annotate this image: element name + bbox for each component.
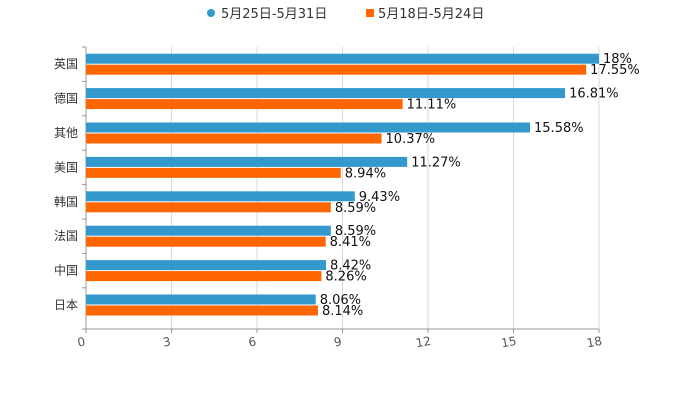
bar-series-1-1[interactable] bbox=[86, 88, 566, 99]
data-label-series-1: 8.42% bbox=[330, 259, 371, 274]
data-label-series-2: 8.94% bbox=[345, 166, 386, 181]
bar-series-2-7[interactable] bbox=[86, 305, 318, 316]
x-tick-label: 18 bbox=[586, 334, 603, 350]
bar-series-2-5[interactable] bbox=[86, 236, 326, 247]
y-category-label: 英国 bbox=[54, 57, 78, 71]
legend-label-series-2[interactable]: 5月18日-5月24日 bbox=[378, 7, 484, 22]
data-label-series-1: 11.27% bbox=[411, 155, 461, 170]
bar-series-2-4[interactable] bbox=[86, 202, 331, 213]
data-label-series-2: 8.59% bbox=[335, 201, 376, 216]
bar-series-1-6[interactable] bbox=[86, 260, 326, 271]
data-label-series-2: 10.37% bbox=[386, 132, 436, 147]
legend-marker-series-2 bbox=[366, 9, 374, 17]
x-tick-label: 15 bbox=[500, 334, 517, 350]
bar-series-2-6[interactable] bbox=[86, 271, 322, 282]
y-category-label: 德国 bbox=[54, 91, 78, 106]
legend: 5月25日-5月31日 5月18日-5月24日 bbox=[207, 7, 484, 22]
data-label-series-1: 8.06% bbox=[320, 293, 361, 308]
bar-series-1-7[interactable] bbox=[86, 294, 316, 305]
bar-series-1-3[interactable] bbox=[86, 156, 408, 167]
y-category-label: 其他 bbox=[54, 126, 78, 140]
x-tick-label: 9 bbox=[333, 335, 343, 350]
bars bbox=[86, 53, 599, 316]
bar-series-2-1[interactable] bbox=[86, 99, 403, 110]
y-category-label: 韩国 bbox=[54, 194, 78, 209]
legend-marker-series-1 bbox=[207, 9, 215, 17]
bar-series-1-4[interactable] bbox=[86, 191, 355, 202]
x-tick-label: 3 bbox=[162, 335, 172, 350]
data-label-series-2: 8.14% bbox=[322, 304, 363, 319]
data-label-series-2: 17.55% bbox=[590, 63, 640, 78]
y-category-label: 中国 bbox=[54, 263, 78, 278]
x-tick-label: 12 bbox=[415, 334, 432, 350]
data-label-series-1: 16.81% bbox=[569, 87, 619, 102]
data-label-series-1: 8.59% bbox=[335, 224, 376, 239]
data-label-series-2: 8.26% bbox=[325, 270, 366, 285]
bar-series-1-2[interactable] bbox=[86, 122, 531, 133]
y-category-label: 日本 bbox=[54, 298, 78, 312]
bar-series-1-0[interactable] bbox=[86, 53, 599, 64]
y-category-label: 美国 bbox=[54, 160, 78, 174]
bar-series-2-2[interactable] bbox=[86, 133, 382, 144]
data-label-series-2: 8.41% bbox=[330, 235, 371, 250]
data-labels: 18%17.55% 16.81% 11.11% 15.58% 10.37% 11.27% 8… bbox=[320, 52, 640, 319]
legend-label-series-1[interactable]: 5月25日-5月31日 bbox=[221, 7, 327, 22]
data-label-series-1: 15.58% bbox=[534, 121, 584, 136]
data-label-series-2: 11.11% bbox=[407, 98, 457, 113]
data-label-series-1: 9.43% bbox=[359, 190, 400, 205]
x-tick-label: 6 bbox=[247, 335, 257, 350]
x-tick-label: 0 bbox=[76, 335, 86, 350]
y-category-label: 法国 bbox=[54, 229, 78, 243]
data-label-series-1: 18% bbox=[603, 52, 632, 67]
bar-series-1-5[interactable] bbox=[86, 225, 331, 236]
bar-series-2-3[interactable] bbox=[86, 167, 341, 178]
bar-series-2-0[interactable] bbox=[86, 64, 587, 75]
